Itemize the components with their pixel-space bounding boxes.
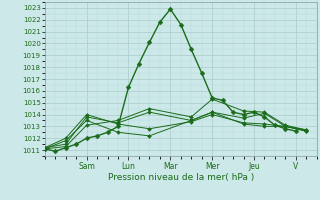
X-axis label: Pression niveau de la mer( hPa ): Pression niveau de la mer( hPa ) xyxy=(108,173,254,182)
